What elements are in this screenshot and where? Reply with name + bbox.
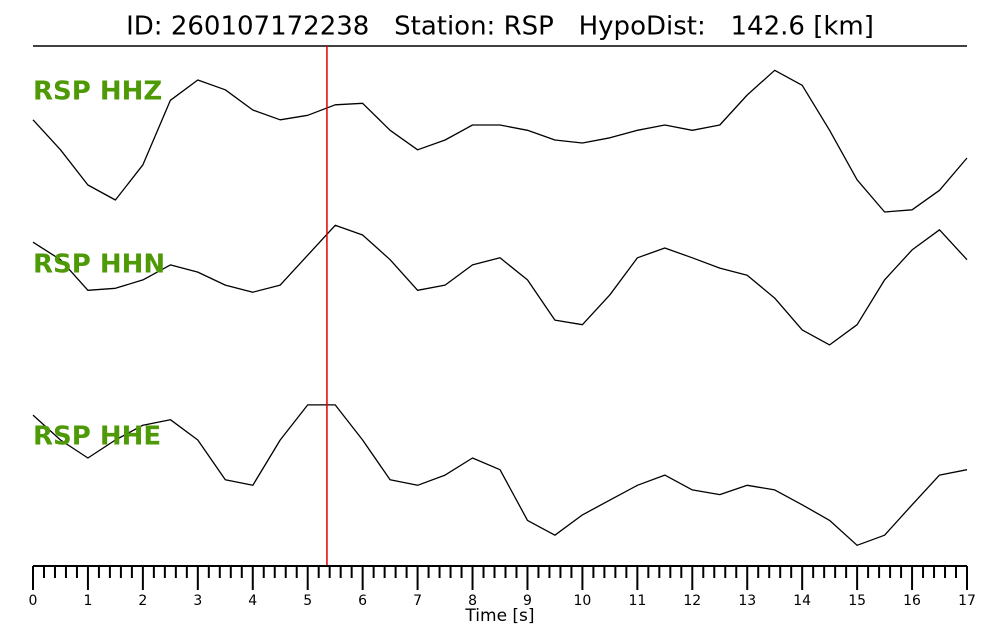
trace — [32, 224, 968, 346]
trace — [32, 69, 968, 213]
trace-label: RSP HHN — [33, 250, 165, 280]
x-tick-label: 10 — [573, 593, 591, 609]
x-axis-label: Time [s] — [464, 606, 534, 626]
x-tick-label: 12 — [683, 593, 701, 609]
chart-title: ID: 260107172238 Station: RSP HypoDist: … — [126, 12, 874, 42]
x-tick-label: 2 — [138, 593, 147, 609]
x-tick-label: 13 — [738, 593, 756, 609]
x-tick-label: 11 — [628, 593, 646, 609]
x-tick-label: 17 — [958, 593, 976, 609]
trace — [32, 404, 968, 546]
x-tick-label: 7 — [413, 593, 422, 609]
x-tick-label: 3 — [193, 593, 202, 609]
x-tick-label: 14 — [793, 593, 811, 609]
x-tick-label: 1 — [83, 593, 92, 609]
x-tick-label: 16 — [903, 593, 921, 609]
x-tick-label: 8 — [468, 593, 477, 609]
x-tick-label: 5 — [303, 593, 312, 609]
x-tick-label: 6 — [358, 593, 367, 609]
trace-label: RSP HHZ — [33, 77, 162, 107]
x-tick-label: 4 — [248, 593, 257, 609]
trace-label: RSP HHE — [33, 422, 161, 452]
x-tick-label: 9 — [523, 593, 532, 609]
x-tick-label: 15 — [848, 593, 866, 609]
x-tick-label: 0 — [29, 593, 38, 609]
